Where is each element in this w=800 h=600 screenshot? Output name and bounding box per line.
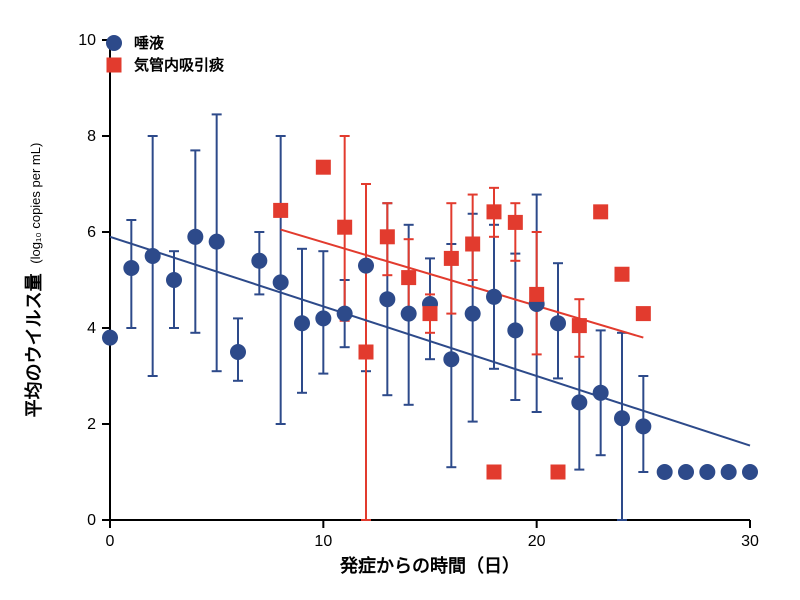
y-tick-label: 6 xyxy=(87,224,96,241)
data-point-circle xyxy=(699,464,715,480)
data-point-circle xyxy=(230,344,246,360)
x-tick-label: 30 xyxy=(741,533,759,550)
data-point-square xyxy=(593,204,608,219)
data-point-circle xyxy=(315,310,331,326)
data-point-circle xyxy=(721,464,737,480)
data-point-circle xyxy=(102,330,118,346)
data-point-square xyxy=(337,220,352,235)
data-point-circle xyxy=(294,315,310,331)
data-point-circle xyxy=(187,229,203,245)
data-point-square xyxy=(636,306,651,321)
data-point-circle xyxy=(443,351,459,367)
data-point-circle xyxy=(337,306,353,322)
data-point-square xyxy=(465,237,480,252)
x-tick-label: 0 xyxy=(106,533,115,550)
data-point-circle xyxy=(571,394,587,410)
data-point-circle xyxy=(145,248,161,264)
data-point-circle xyxy=(166,272,182,288)
data-point-square xyxy=(529,287,544,302)
legend-label: 気管内吸引痰 xyxy=(134,56,225,74)
data-point-circle xyxy=(486,289,502,305)
chart-container: 0 10 20 30 0 2 4 6 8 10 発症からの時間（日） 平均のウイルス量 (log₁₀ … xyxy=(0,0,800,600)
data-point-circle xyxy=(593,385,609,401)
data-point-square xyxy=(316,160,331,175)
data-point-square xyxy=(423,306,438,321)
trendline xyxy=(281,230,644,338)
data-point-square xyxy=(487,465,502,480)
data-point-circle xyxy=(209,234,225,250)
data-point-square xyxy=(273,203,288,218)
data-point-square xyxy=(401,270,416,285)
data-point-circle xyxy=(401,306,417,322)
data-point-square xyxy=(380,229,395,244)
y-tick-label: 0 xyxy=(87,512,96,529)
data-point-square xyxy=(615,267,630,282)
y-axis-label-sub: (log₁₀ copies per mL) xyxy=(28,143,43,268)
y-axis-label: 平均のウイルス量 (log₁₀ copies per mL) xyxy=(23,143,44,418)
data-point-circle xyxy=(635,418,651,434)
y-tick-label: 4 xyxy=(87,320,96,337)
data-point-circle xyxy=(358,258,374,274)
data-point-circle xyxy=(742,464,758,480)
y-tick-label: 10 xyxy=(78,32,96,49)
data-point-circle xyxy=(614,410,630,426)
data-point-square xyxy=(359,345,374,360)
scatter-chart: 0 10 20 30 0 2 4 6 8 10 発症からの時間（日） 平均のウイルス量 (log₁₀ … xyxy=(0,0,800,600)
x-tick-label: 10 xyxy=(314,533,332,550)
data-point-circle xyxy=(251,253,267,269)
data-point-square xyxy=(444,251,459,266)
y-tick-label: 2 xyxy=(87,416,96,433)
data-point-square xyxy=(551,465,566,480)
data-point-circle xyxy=(123,260,139,276)
data-point-circle xyxy=(550,315,566,331)
legend-marker-square xyxy=(107,58,122,73)
data-point-circle xyxy=(678,464,694,480)
x-tick-label: 20 xyxy=(528,533,546,550)
y-axis-label-main: 平均のウイルス量 xyxy=(23,273,44,417)
data-point-square xyxy=(572,318,587,333)
data-point-circle xyxy=(657,464,673,480)
data-point-square xyxy=(487,204,502,219)
x-axis-label: 発症からの時間（日） xyxy=(339,555,520,576)
data-point-circle xyxy=(507,322,523,338)
data-point-square xyxy=(508,215,523,230)
data-point-circle xyxy=(273,274,289,290)
data-point-circle xyxy=(465,306,481,322)
y-tick-label: 8 xyxy=(87,128,96,145)
legend-label: 唾液 xyxy=(134,34,165,52)
legend-marker-circle xyxy=(106,35,122,51)
data-point-circle xyxy=(379,291,395,307)
